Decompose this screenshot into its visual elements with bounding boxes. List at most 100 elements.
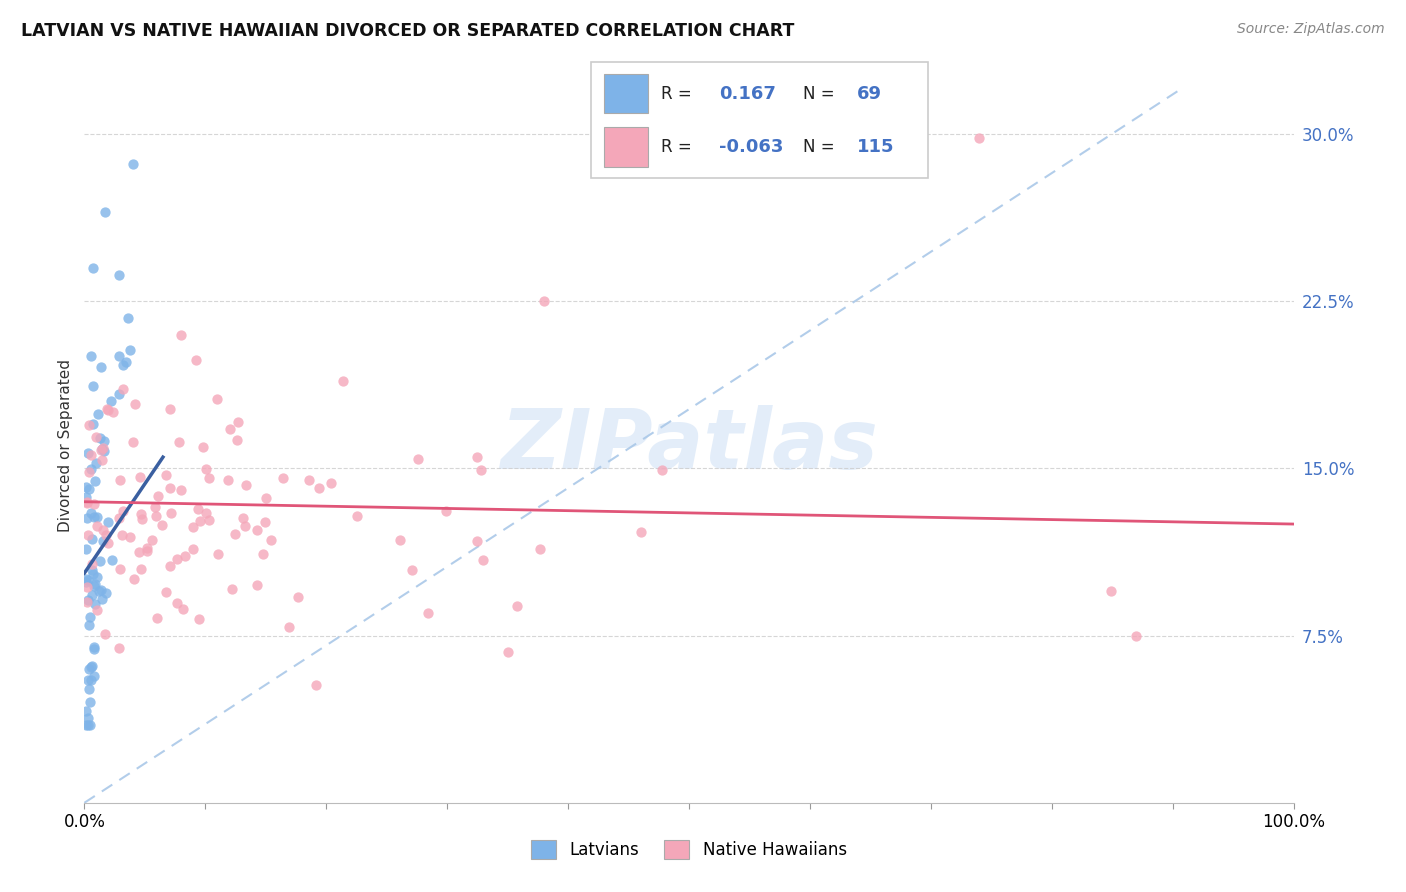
Point <box>277 619 299 633</box>
Point <box>80 659 103 673</box>
Point <box>308 481 330 495</box>
Point <box>226 433 249 447</box>
Point <box>87 583 110 598</box>
Point <box>496 645 519 659</box>
Point <box>122 157 145 171</box>
Point <box>110 527 132 541</box>
Point <box>194 506 217 520</box>
Point <box>91 523 114 537</box>
Point <box>298 473 321 487</box>
Point <box>89 431 111 445</box>
Point <box>967 131 990 145</box>
Point <box>75 541 97 556</box>
Point <box>470 463 492 477</box>
Point <box>406 451 429 466</box>
Point <box>80 462 103 476</box>
Point <box>172 602 194 616</box>
Point <box>118 343 141 357</box>
Point <box>100 553 122 567</box>
Point <box>77 593 100 607</box>
Text: 69: 69 <box>858 85 882 103</box>
Point <box>89 554 111 568</box>
Text: 115: 115 <box>858 138 894 156</box>
Point <box>271 471 294 485</box>
Point <box>287 590 309 604</box>
Point <box>108 268 131 283</box>
Point <box>79 717 101 731</box>
Point <box>254 491 277 505</box>
Point <box>129 470 152 484</box>
Point <box>112 504 135 518</box>
FancyBboxPatch shape <box>605 74 648 113</box>
Point <box>76 580 98 594</box>
Point <box>83 640 105 654</box>
Point <box>260 533 283 547</box>
Point <box>79 506 101 520</box>
Point <box>77 528 100 542</box>
Point <box>346 508 368 523</box>
Point <box>82 588 104 602</box>
Point <box>197 513 219 527</box>
Point <box>77 662 100 676</box>
Point <box>84 576 107 591</box>
Point <box>136 544 159 558</box>
Point <box>97 515 120 529</box>
Point <box>90 359 112 374</box>
Point <box>121 434 143 449</box>
Point <box>401 563 423 577</box>
Point <box>97 403 120 417</box>
Point <box>90 591 112 606</box>
Point <box>77 618 100 632</box>
Point <box>86 509 108 524</box>
Point <box>160 506 183 520</box>
Point <box>418 607 440 621</box>
Point <box>166 596 188 610</box>
Point <box>136 541 159 555</box>
Point <box>91 453 114 467</box>
Point <box>128 545 150 559</box>
Point <box>146 489 169 503</box>
Point <box>305 678 328 692</box>
Point <box>108 473 131 487</box>
Point <box>80 349 103 363</box>
Point <box>79 609 101 624</box>
Point <box>86 519 108 533</box>
Point <box>93 627 115 641</box>
Point <box>97 535 120 549</box>
Point <box>207 547 229 561</box>
Point <box>79 449 101 463</box>
Point <box>465 533 488 548</box>
Point <box>75 704 97 718</box>
Point <box>96 401 118 416</box>
Point <box>82 566 104 581</box>
Point <box>108 641 131 656</box>
Text: LATVIAN VS NATIVE HAWAIIAN DIVORCED OR SEPARATED CORRELATION CHART: LATVIAN VS NATIVE HAWAIIAN DIVORCED OR S… <box>21 22 794 40</box>
Point <box>155 468 177 483</box>
Point <box>174 549 197 563</box>
Point <box>76 446 98 460</box>
Point <box>76 495 98 509</box>
Point <box>77 573 100 587</box>
Point <box>112 358 135 372</box>
FancyBboxPatch shape <box>591 62 928 178</box>
Text: R =: R = <box>661 138 692 156</box>
Point <box>90 582 112 597</box>
Point <box>79 482 101 496</box>
Point <box>1099 584 1122 599</box>
Point <box>101 404 124 418</box>
Point <box>77 418 100 433</box>
Point <box>131 561 153 575</box>
Point <box>506 599 529 613</box>
Point <box>83 497 105 511</box>
Point <box>86 569 108 583</box>
Point <box>122 573 145 587</box>
Point <box>76 717 98 731</box>
Point <box>150 518 173 533</box>
Point <box>1125 628 1147 642</box>
Legend: Latvians, Native Hawaiians: Latvians, Native Hawaiians <box>524 833 853 866</box>
Point <box>332 374 354 388</box>
Point <box>198 471 221 485</box>
Point <box>187 612 209 626</box>
Point <box>77 681 100 696</box>
Point <box>245 523 267 537</box>
